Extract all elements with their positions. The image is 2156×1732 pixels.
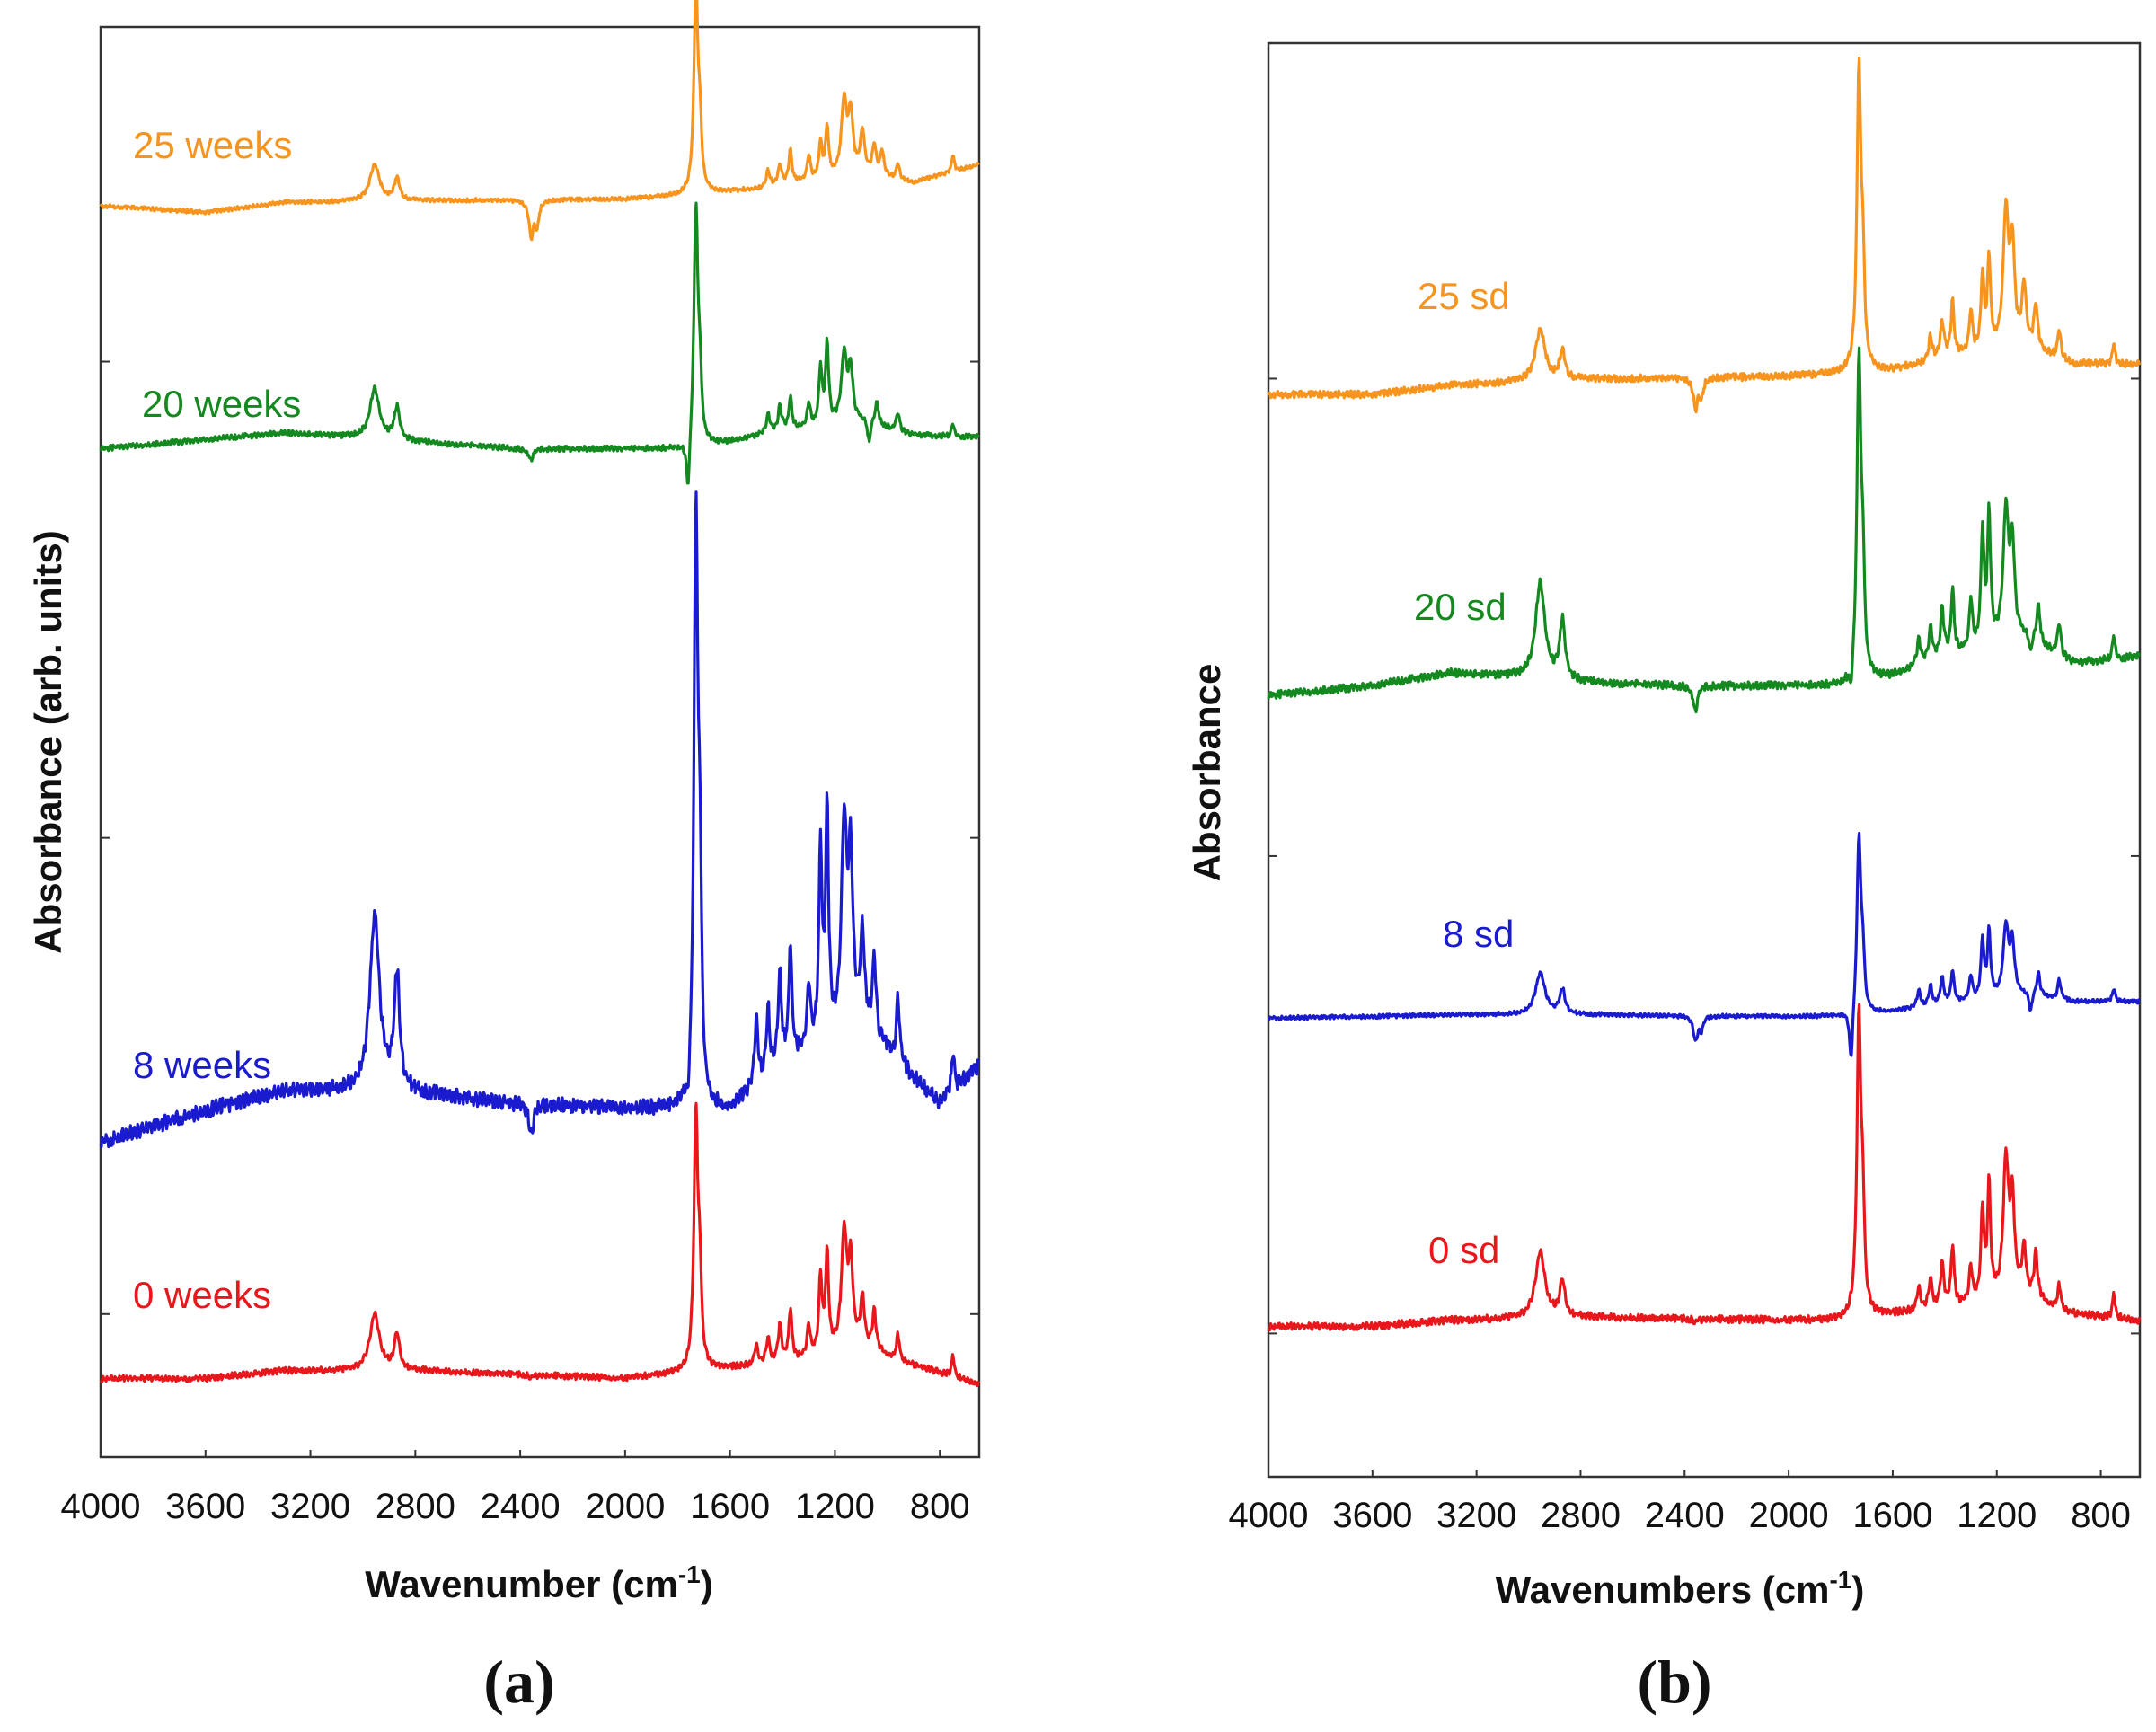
panel-b-series-label-25-sd: 25 sd	[1418, 275, 1510, 317]
panel-b-traces	[1267, 56, 2141, 1331]
x-tick-label: 2000	[585, 1487, 665, 1526]
panel-b-y-axis-title: Absorbance	[1186, 664, 1228, 882]
x-tick-label: 2800	[1541, 1496, 1621, 1535]
panel-a-x-axis-title: Wavenumber (cm-1)	[365, 1560, 712, 1605]
x-tick-label: 2800	[376, 1487, 455, 1526]
x-tick-label: 1600	[1852, 1496, 1932, 1535]
x-tick-label: 3200	[270, 1487, 350, 1526]
x-tick-label: 1600	[690, 1487, 770, 1526]
panel-a-y-axis-title: Absorbance (arb. units)	[27, 530, 69, 953]
series-line-20-sd	[1267, 346, 2141, 714]
series-line-0-sd	[1267, 1003, 2141, 1331]
panel-a-series-label-25-weeks: 25 weeks	[133, 124, 292, 166]
panel-a-frame	[99, 25, 981, 1459]
series-line-0-weeks	[99, 1101, 980, 1388]
series-line-25-weeks	[99, 0, 980, 242]
x-tick-label: 1200	[795, 1487, 875, 1526]
panel-a-traces	[99, 0, 980, 1388]
x-tick-label: 3200	[1436, 1496, 1516, 1535]
panel-b-ticks	[1268, 377, 2140, 1477]
x-tick-label: 2400	[481, 1487, 561, 1526]
x-tick-label: 2400	[1645, 1496, 1725, 1535]
panel-b-series-label-8-sd: 8 sd	[1443, 913, 1514, 955]
panel-b-label: (b)	[1637, 1648, 1711, 1716]
series-line-25-sd	[1267, 56, 2141, 414]
x-tick-label: 4000	[61, 1487, 141, 1526]
x-tick-label: 800	[910, 1487, 970, 1526]
panel-a-series-label-0-weeks: 0 weeks	[133, 1274, 271, 1316]
x-tick-label: 3600	[165, 1487, 245, 1526]
panel-b-x-axis-title: Wavenumbers (cm-1)	[1496, 1566, 1865, 1611]
series-line-8-sd	[1268, 832, 2141, 1057]
panel-a-x-tick-labels: 4000 3600 3200 2800 2400 2000 1600 1200 800	[61, 1487, 970, 1526]
panel-b: 4000 3600 3200 2800 2400 2000 1600 1200 800 Abso…	[1186, 41, 2142, 1716]
x-tick-label: 2000	[1749, 1496, 1829, 1535]
panel-a-label: (a)	[483, 1648, 554, 1716]
panel-a-series-label-8-weeks: 8 weeks	[133, 1044, 271, 1086]
x-tick-label: 3600	[1332, 1496, 1412, 1535]
panel-b-series-label-0-sd: 0 sd	[1428, 1229, 1499, 1271]
panel-b-x-tick-labels: 4000 3600 3200 2800 2400 2000 1600 1200 800	[1229, 1496, 2131, 1535]
panel-a-ticks	[100, 360, 979, 1457]
x-tick-label: 4000	[1229, 1496, 1309, 1535]
x-tick-label: 800	[2071, 1496, 2131, 1535]
panel-b-frame	[1267, 41, 2142, 1479]
series-line-8-weeks	[99, 490, 980, 1149]
panel-a: 4000 3600 3200 2800 2400 2000 1600 1200 800 Abso…	[27, 0, 981, 1716]
x-tick-label: 1200	[1957, 1496, 2037, 1535]
panel-b-series-label-20-sd: 20 sd	[1414, 586, 1507, 628]
series-line-20-weeks	[99, 201, 980, 485]
panel-a-series-label-20-weeks: 20 weeks	[142, 383, 301, 425]
